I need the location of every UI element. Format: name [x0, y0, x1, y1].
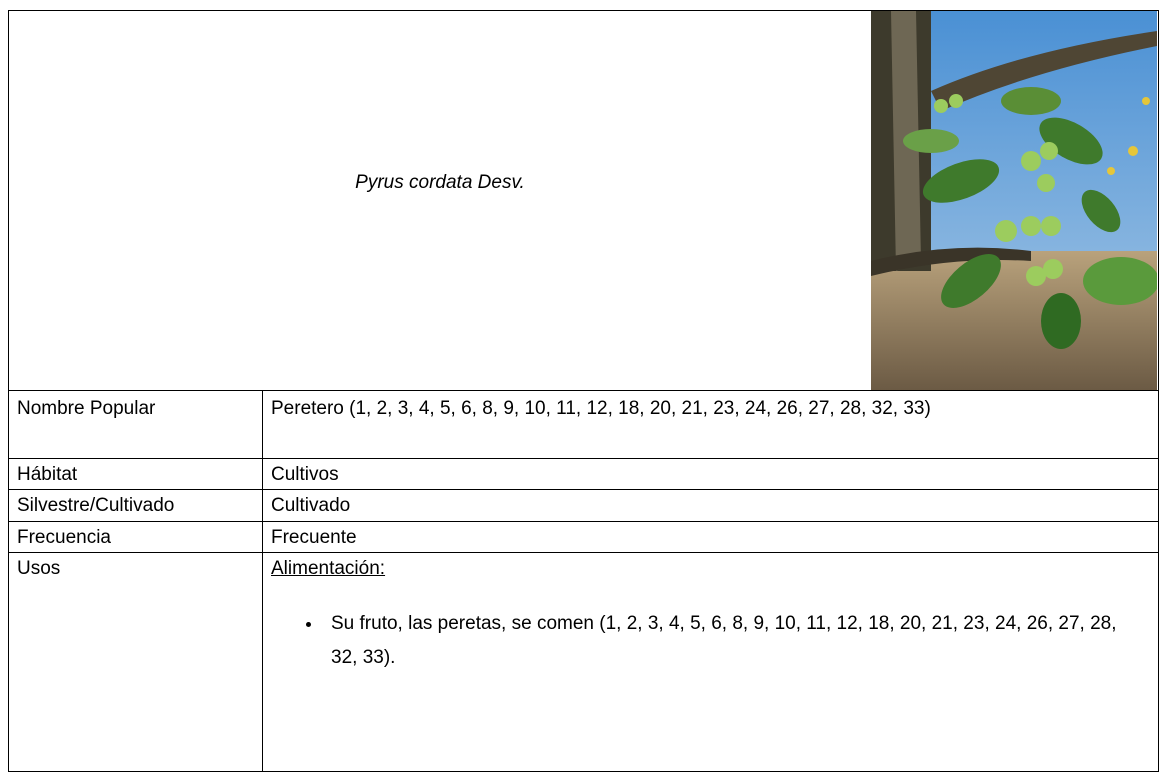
value-cell: Peretero (1, 2, 3, 4, 5, 6, 8, 9, 10, 11…	[262, 390, 1159, 459]
value-cell: Cultivado	[262, 489, 1159, 522]
label-cell: Usos	[8, 552, 263, 772]
row-value: Cultivado	[271, 495, 351, 516]
row-label: Nombre Popular	[17, 398, 156, 419]
label-cell: Nombre Popular	[8, 390, 263, 459]
row-label: Usos	[17, 558, 61, 579]
row-value: Frecuente	[271, 527, 357, 548]
label-cell: Hábitat	[8, 458, 263, 490]
row-value: Cultivos	[271, 464, 339, 485]
value-cell: Frecuente	[262, 521, 1159, 553]
uses-list: Su fruto, las peretas, se comen (1, 2, 3…	[271, 607, 1146, 675]
label-cell: Silvestre/Cultivado	[8, 489, 263, 522]
plant-photo	[871, 11, 1157, 391]
uses-heading: Alimentación:	[271, 558, 386, 579]
uses-item: Su fruto, las peretas, se comen (1, 2, 3…	[323, 607, 1146, 675]
row-label: Frecuencia	[17, 527, 111, 548]
page: Pyrus cordata Desv. Nombr	[0, 0, 1169, 753]
row-value: Peretero (1, 2, 3, 4, 5, 6, 8, 9, 10, 11…	[271, 398, 931, 419]
row-label: Silvestre/Cultivado	[17, 495, 175, 516]
value-cell: Alimentación: Su fruto, las peretas, se …	[262, 552, 1159, 772]
species-title: Pyrus cordata Desv.	[355, 172, 525, 193]
value-cell: Cultivos	[262, 458, 1159, 490]
label-cell: Frecuencia	[8, 521, 263, 553]
row-label: Hábitat	[17, 464, 78, 485]
